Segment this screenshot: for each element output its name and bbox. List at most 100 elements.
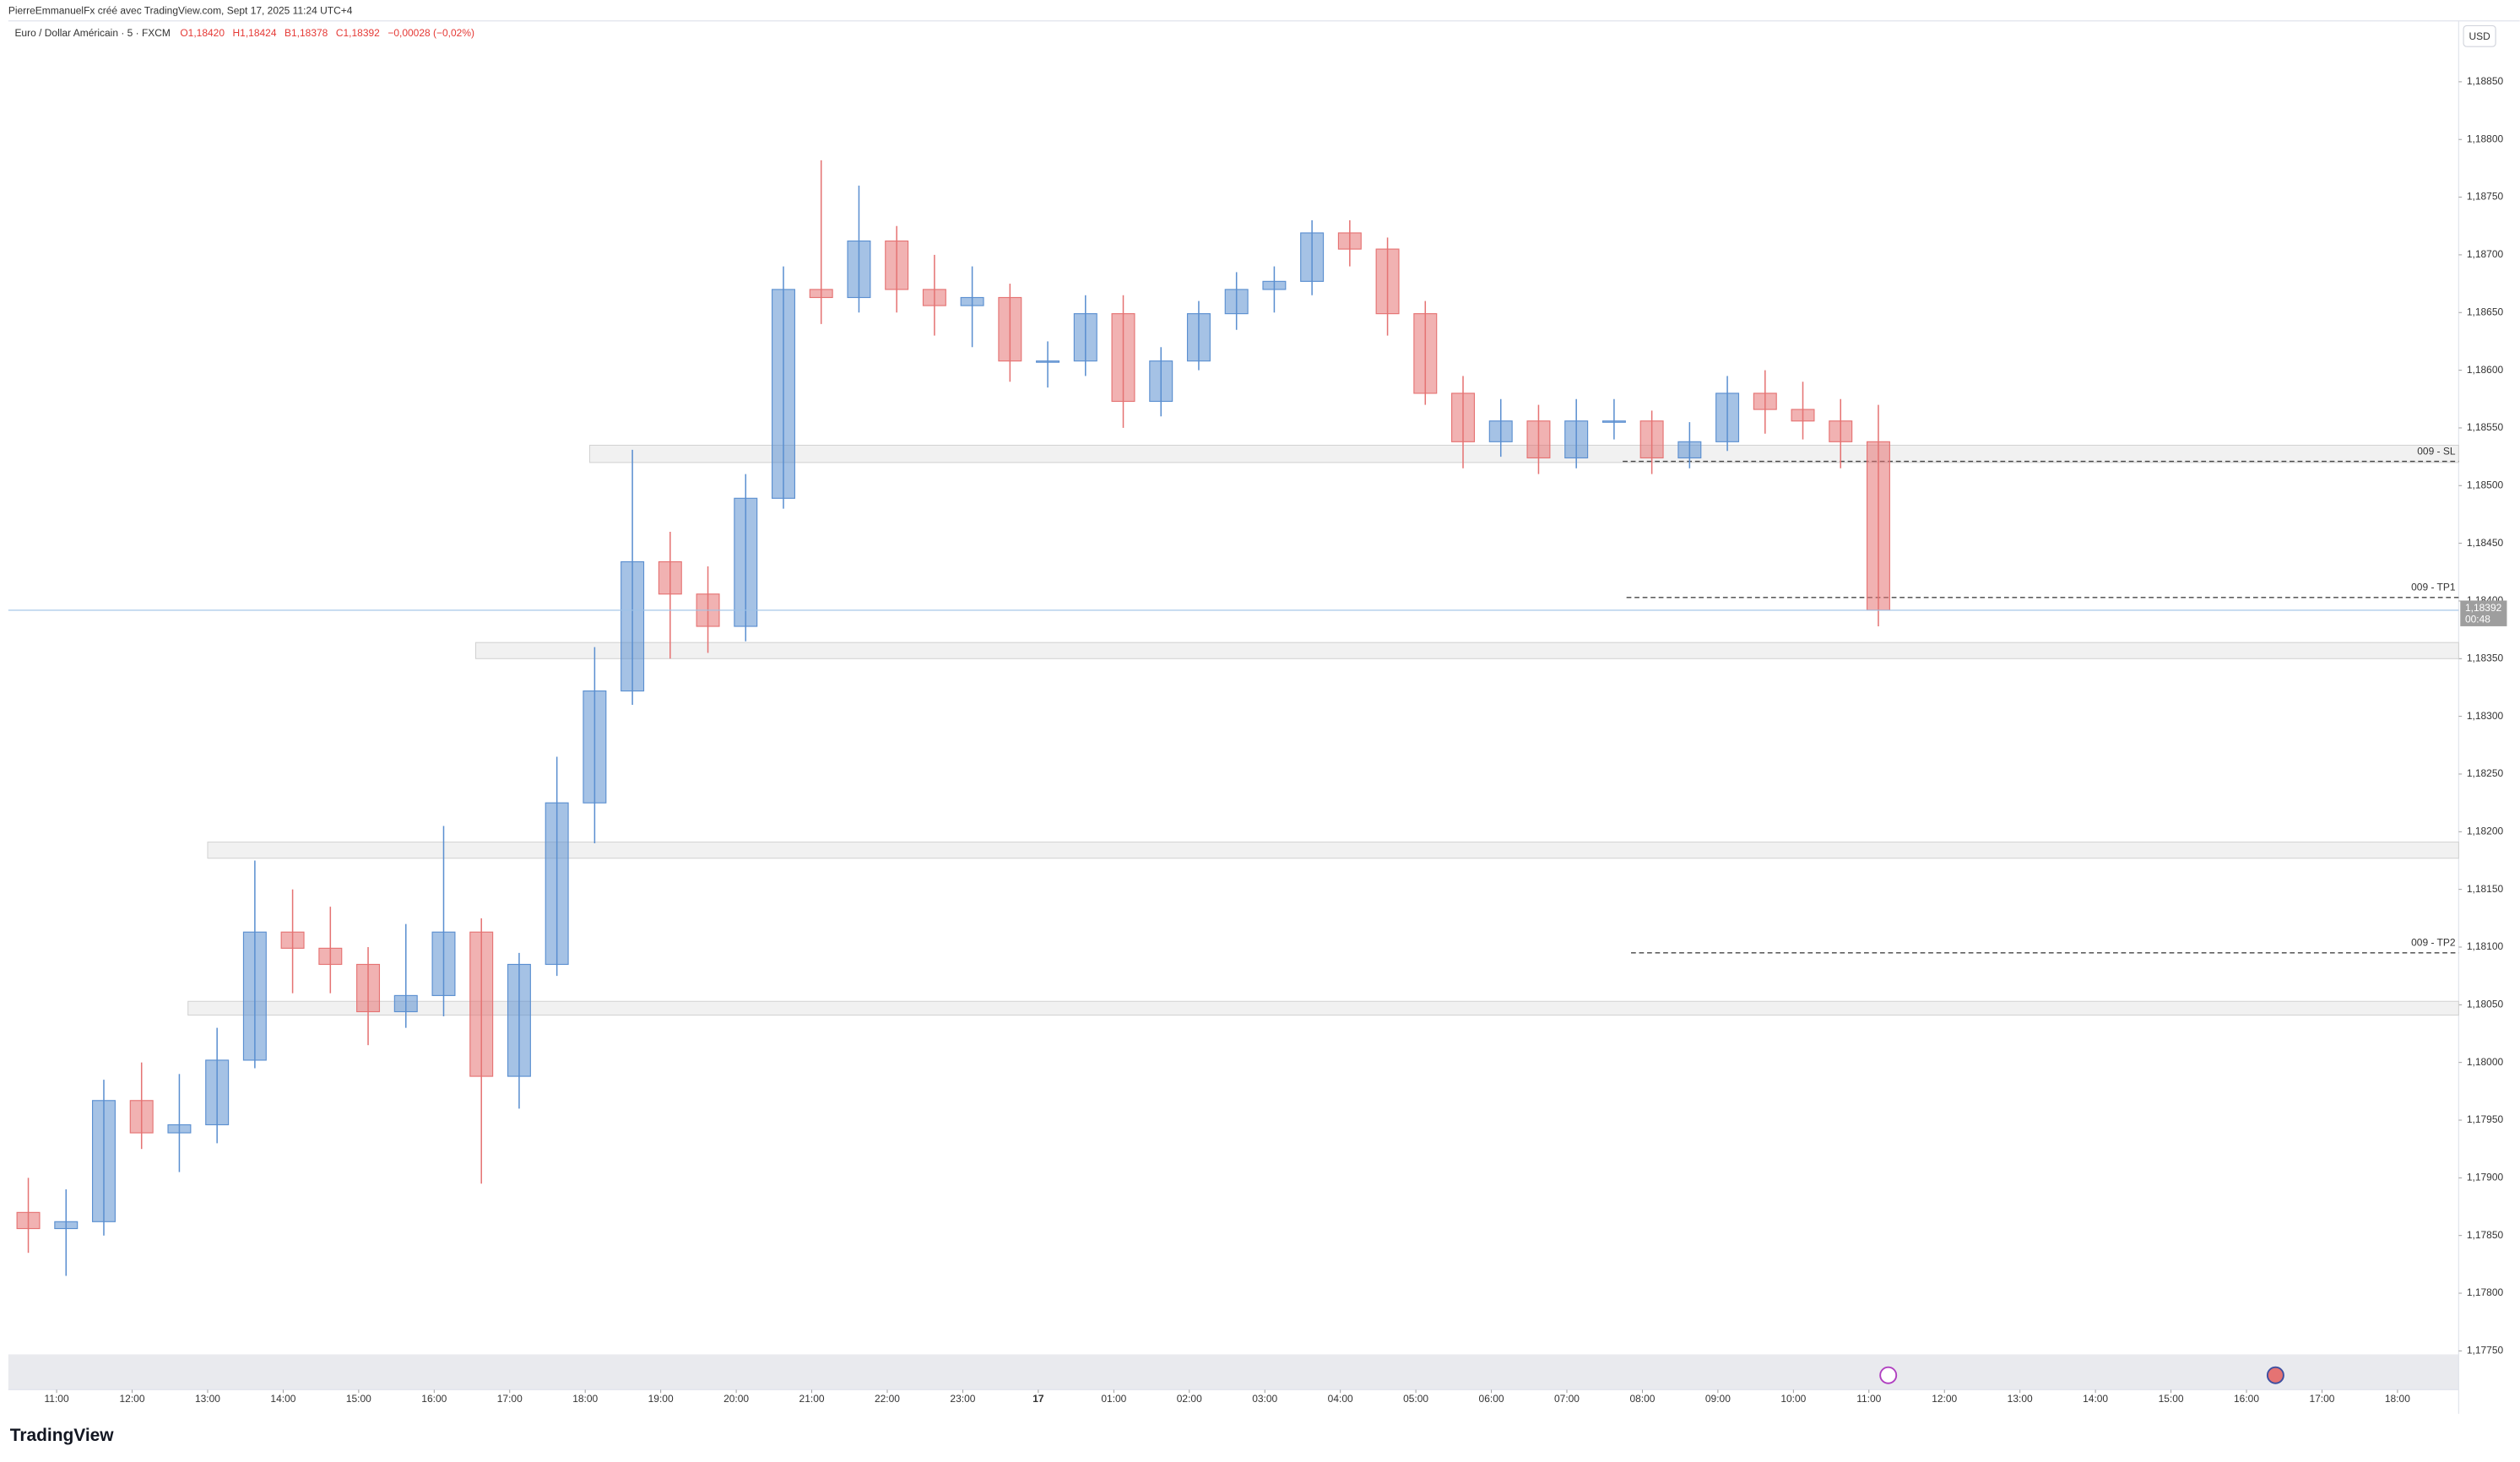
candle-body — [393, 994, 418, 1013]
currency-button[interactable] — [2463, 24, 2496, 47]
candle-body — [91, 1100, 116, 1222]
logo: TradingView — [10, 1426, 115, 1445]
x-tick-label: 17 — [1032, 1393, 1044, 1405]
x-tick-label: 13:00 — [2008, 1393, 2033, 1405]
y-tick-label: 1,18050 — [2467, 999, 2504, 1010]
countdown: 00:48 — [2465, 613, 2490, 625]
x-tick-label: 08:00 — [1629, 1393, 1655, 1405]
candle-body — [1715, 393, 1740, 442]
x-tick-label: 12:00 — [1932, 1393, 1957, 1405]
candle-body — [1639, 420, 1664, 459]
candle-body — [129, 1100, 154, 1134]
y-tick-label: 1,18650 — [2467, 306, 2504, 317]
ohlc-value: B1,18378 — [285, 27, 328, 39]
candle-body — [280, 931, 305, 949]
x-tick-label: 18:00 — [572, 1393, 598, 1405]
y-tick-label: 1,18500 — [2467, 479, 2504, 490]
y-tick-label: 1,17750 — [2467, 1345, 2504, 1356]
ohlc-value: H1,18424 — [233, 27, 277, 39]
y-tick-label: 1,18000 — [2467, 1056, 2504, 1068]
x-tick-label: 10:00 — [1780, 1393, 1806, 1405]
currency[interactable]: USD — [2469, 30, 2490, 42]
y-tick-label: 1,17850 — [2467, 1229, 2504, 1241]
candle-body — [431, 931, 456, 996]
x-tick-label: 03:00 — [1252, 1393, 1277, 1405]
x-tick-label: 11:00 — [45, 1393, 69, 1405]
ohlc-value: O1,18420 — [180, 27, 225, 39]
y-tick-label: 1,17900 — [2467, 1172, 2504, 1183]
ohlc-value: C1,18392 — [336, 27, 380, 39]
y-tick-label: 1,18450 — [2467, 537, 2504, 549]
y-tick-label: 1,18800 — [2467, 133, 2504, 144]
y-tick-label: 1,17800 — [2467, 1286, 2504, 1298]
x-tick-label: 02:00 — [1177, 1393, 1202, 1405]
candle-body — [1337, 232, 1362, 250]
symbol: Euro / Dollar Américain · 5 · FXCM — [14, 27, 170, 39]
y-tick-label: 1,18700 — [2467, 248, 2504, 260]
candle-body — [1111, 313, 1135, 403]
y-tick-label: 1,18200 — [2467, 825, 2504, 837]
x-tick-label: 12:00 — [120, 1393, 145, 1405]
candle-body — [16, 1211, 41, 1230]
x-tick-label: 09:00 — [1705, 1393, 1731, 1405]
candle-body — [960, 296, 984, 306]
event-icon[interactable] — [2266, 1366, 2284, 1384]
candle-body — [1601, 420, 1626, 423]
candle-body — [545, 802, 569, 966]
events-band — [8, 1354, 2459, 1390]
candle-body — [922, 289, 946, 306]
candle-body — [318, 947, 343, 966]
x-tick-label: 07:00 — [1554, 1393, 1580, 1405]
x-tick-label: 22:00 — [875, 1393, 900, 1405]
zone — [589, 444, 2459, 463]
candle-body — [1300, 232, 1325, 282]
candle-body — [847, 240, 871, 299]
candle-body — [998, 296, 1022, 362]
candle-body — [54, 1221, 79, 1230]
y-tick-label: 1,18750 — [2467, 191, 2504, 203]
candle-body — [809, 289, 833, 299]
x-tick-label: 06:00 — [1479, 1393, 1504, 1405]
candle-body — [658, 560, 682, 595]
x-tick-label: 16:00 — [421, 1393, 447, 1405]
y-tick-label: 1,18100 — [2467, 940, 2504, 952]
x-tick-label: 13:00 — [195, 1393, 220, 1405]
x-tick-label: 17:00 — [2309, 1393, 2334, 1405]
x-tick-label: 11:00 — [1856, 1393, 1881, 1405]
x-tick-label: 20:00 — [723, 1393, 749, 1405]
level-label: 009 - TP2 — [2411, 937, 2456, 949]
x-tick-label: 15:00 — [346, 1393, 371, 1405]
x-tick-label: 14:00 — [270, 1393, 295, 1405]
last-price-box — [2460, 600, 2507, 626]
x-tick-label: 16:00 — [2234, 1393, 2259, 1405]
x-tick-label: 15:00 — [2159, 1393, 2184, 1405]
level-label: 009 - TP1 — [2411, 582, 2456, 593]
candle-body — [1073, 313, 1097, 362]
candle-body — [1413, 313, 1438, 394]
candle-body — [1677, 441, 1702, 459]
x-tick-label: 23:00 — [950, 1393, 975, 1405]
candle-body — [1375, 248, 1400, 315]
zone — [207, 842, 2459, 859]
event-icon[interactable] — [1879, 1366, 1898, 1384]
candle-body — [1564, 420, 1589, 459]
candle-body — [167, 1124, 192, 1134]
x-tick-label: 21:00 — [799, 1393, 825, 1405]
candle-body — [205, 1059, 230, 1126]
x-tick-label: 04:00 — [1328, 1393, 1353, 1405]
candle-body — [583, 690, 607, 804]
candle-body — [242, 931, 267, 1061]
y-tick-label: 1,18150 — [2467, 883, 2504, 895]
zone — [187, 1000, 2459, 1016]
candle-body — [1526, 420, 1551, 459]
candle-body — [621, 560, 645, 692]
candle-body — [734, 497, 758, 627]
x-tick-label: 19:00 — [648, 1393, 674, 1405]
attribution: PierreEmmanuelFx créé avec TradingView.c… — [8, 4, 353, 16]
last-price: 1,18392 — [2465, 602, 2502, 614]
x-tick-label: 05:00 — [1403, 1393, 1428, 1405]
candle-body — [1149, 360, 1173, 403]
y-tick-label: 1,18300 — [2467, 710, 2504, 722]
